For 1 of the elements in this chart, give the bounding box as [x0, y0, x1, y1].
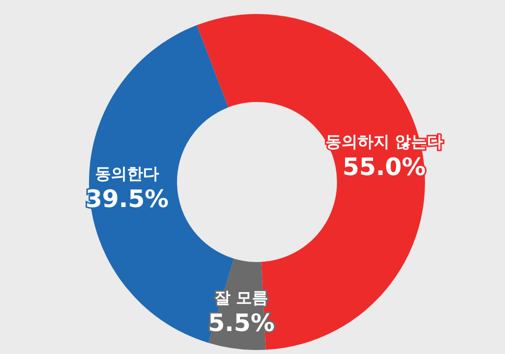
- slice-label: 동의한다: [95, 164, 160, 183]
